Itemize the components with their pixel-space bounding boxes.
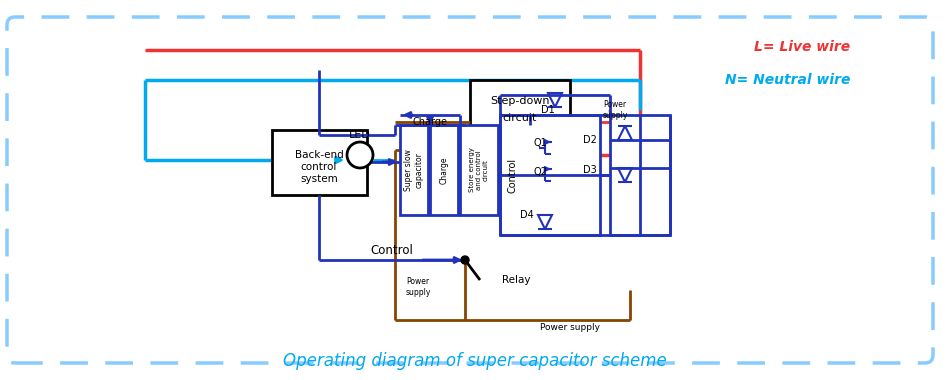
Text: Power supply: Power supply bbox=[540, 323, 600, 332]
Text: Step-down: Step-down bbox=[490, 96, 550, 106]
Text: D3: D3 bbox=[583, 165, 597, 175]
Circle shape bbox=[461, 256, 469, 264]
Text: Super slow
capacitor: Super slow capacitor bbox=[405, 149, 424, 191]
Text: D2: D2 bbox=[583, 135, 597, 145]
Text: circuit: circuit bbox=[503, 113, 537, 123]
Bar bbox=[470, 80, 570, 135]
Text: Operating diagram of super capacitor scheme: Operating diagram of super capacitor sch… bbox=[283, 352, 667, 370]
Bar bbox=[460, 125, 498, 215]
Circle shape bbox=[347, 142, 373, 168]
Text: system: system bbox=[300, 174, 338, 184]
Text: Power
supply: Power supply bbox=[602, 100, 628, 120]
Text: Store energy
and control
circuit: Store energy and control circuit bbox=[469, 147, 489, 192]
Text: N= Neutral wire: N= Neutral wire bbox=[725, 73, 850, 87]
Text: D4: D4 bbox=[521, 210, 534, 220]
Text: Charge: Charge bbox=[440, 156, 448, 184]
Bar bbox=[430, 125, 458, 215]
Text: Back-end: Back-end bbox=[294, 150, 343, 160]
Bar bbox=[500, 115, 600, 235]
Text: Control: Control bbox=[507, 157, 517, 193]
Text: L= Live wire: L= Live wire bbox=[754, 40, 850, 54]
Text: Relay: Relay bbox=[502, 275, 530, 285]
Text: Q2: Q2 bbox=[533, 167, 547, 177]
Text: Power
supply: Power supply bbox=[406, 277, 431, 297]
Bar bbox=[400, 125, 428, 215]
Text: control: control bbox=[301, 162, 337, 172]
Text: Control: Control bbox=[370, 244, 413, 256]
Text: LED: LED bbox=[350, 130, 370, 140]
Text: Q1: Q1 bbox=[533, 138, 547, 148]
Text: Charge: Charge bbox=[412, 117, 447, 127]
Bar bbox=[272, 130, 367, 195]
Text: D1: D1 bbox=[542, 105, 555, 115]
Bar bbox=[610, 115, 670, 235]
